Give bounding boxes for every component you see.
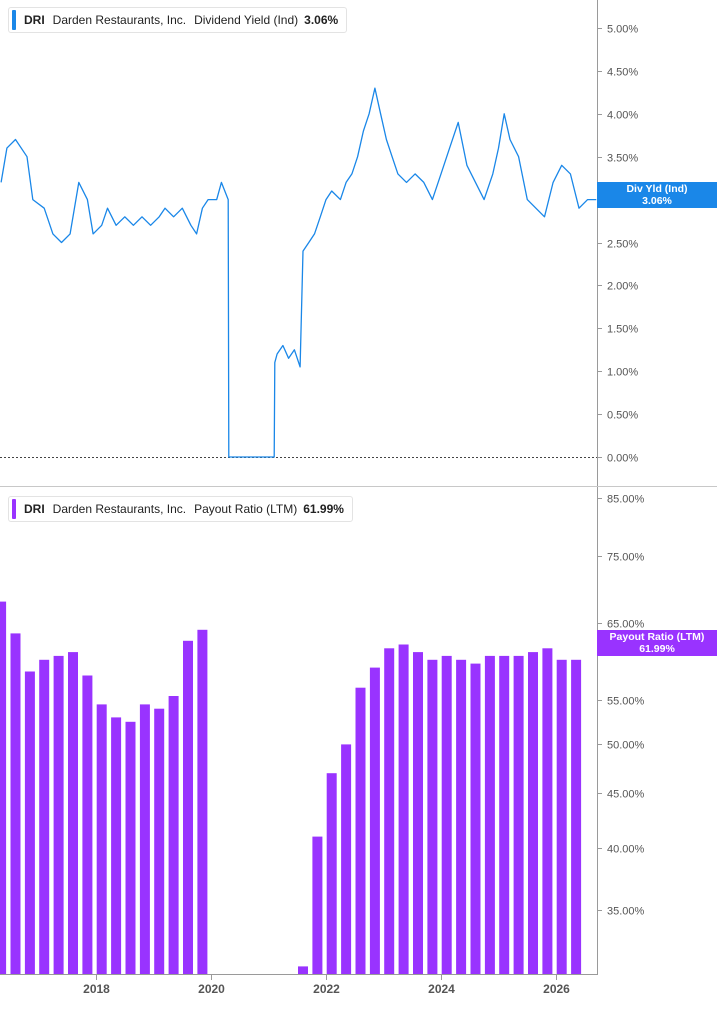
- top-y-tick-label: 2.50%: [607, 239, 638, 251]
- x-tick-label: 2024: [428, 982, 455, 996]
- top-value-tag: Div Yld (Ind) 3.06%: [597, 182, 717, 208]
- payout-ratio-bar: [398, 644, 409, 974]
- top-y-tick-label: 2.00%: [607, 281, 638, 293]
- payout-ratio-bar: [556, 659, 567, 974]
- x-tick-label: 2026: [543, 982, 570, 996]
- bottom-legend-value: 61.99%: [303, 502, 344, 516]
- payout-ratio-bar: [39, 659, 50, 974]
- dividend-yield-line: [0, 87, 597, 458]
- top-legend-ticker: DRI: [24, 13, 45, 27]
- bottom-legend: DRI Darden Restaurants, Inc. Payout Rati…: [8, 496, 353, 522]
- bottom-tag-label: Payout Ratio (LTM): [609, 631, 705, 643]
- top-y-tick-label: 5.00%: [607, 24, 638, 36]
- bottom-y-tick-label: 55.00%: [607, 696, 645, 708]
- top-legend: DRI Darden Restaurants, Inc. Dividend Yi…: [8, 7, 348, 33]
- bottom-y-tick-label: 65.00%: [607, 619, 645, 631]
- payout-ratio-bar: [326, 773, 337, 974]
- payout-ratio-bar: [168, 696, 179, 974]
- payout-ratio-bar: [542, 648, 553, 974]
- bottom-value-tag: Payout Ratio (LTM) 61.99%: [597, 630, 717, 656]
- payout-ratio-bar: [369, 667, 380, 974]
- top-y-tick-label: 0.50%: [607, 410, 638, 422]
- top-tag-value: 3.06%: [642, 195, 672, 207]
- bottom-legend-company: Darden Restaurants, Inc.: [52, 502, 187, 516]
- payout-ratio-bar: [528, 652, 538, 974]
- payout-ratio-bar: [68, 652, 78, 974]
- top-legend-company: Darden Restaurants, Inc.: [52, 13, 187, 27]
- payout-ratio-bar: [10, 633, 21, 974]
- payout-ratio-bar: [298, 966, 308, 974]
- top-legend-value: 3.06%: [304, 13, 339, 27]
- bottom-legend-ticker: DRI: [24, 502, 45, 516]
- payout-ratio-bar: [0, 601, 7, 974]
- x-tick-label: 2022: [313, 982, 340, 996]
- payout-ratio-bar: [183, 640, 193, 974]
- payout-ratio-bar: [470, 663, 481, 974]
- top-legend-metric: Dividend Yield (Ind): [194, 13, 299, 27]
- top-y-tick-label: 0.00%: [607, 453, 638, 465]
- top-y-tick-label: 1.50%: [607, 324, 638, 336]
- payout-ratio-bar: [154, 708, 165, 974]
- payout-ratio-bar: [341, 744, 352, 974]
- payout-ratio-bar: [139, 704, 150, 974]
- payout-ratio-bar: [96, 704, 107, 974]
- bottom-y-tick-label: 40.00%: [607, 844, 645, 856]
- bottom-legend-swatch: [12, 499, 16, 519]
- payout-ratio-bar: [484, 655, 495, 974]
- top-tag-label: Div Yld (Ind): [626, 183, 688, 195]
- payout-ratio-bar: [499, 655, 510, 974]
- top-y-tick-label: 4.50%: [607, 67, 638, 79]
- payout-ratio-bar: [384, 648, 395, 974]
- payout-ratio-bar: [571, 659, 582, 974]
- payout-ratio-bar: [456, 659, 467, 974]
- bottom-y-tick-label: 45.00%: [607, 789, 645, 801]
- payout-ratio-bar: [355, 687, 366, 974]
- payout-ratio-bar: [427, 659, 438, 974]
- payout-ratio-bar: [312, 836, 323, 974]
- payout-ratio-bar: [513, 655, 524, 974]
- top-y-tick-label: 3.50%: [607, 153, 638, 165]
- bottom-tag-value: 61.99%: [639, 643, 675, 655]
- payout-ratio-bar: [125, 721, 136, 974]
- bottom-legend-metric: Payout Ratio (LTM): [194, 502, 298, 516]
- payout-ratio-bar: [111, 717, 122, 974]
- x-tick-label: 2020: [198, 982, 225, 996]
- bottom-y-tick-label: 35.00%: [607, 906, 645, 918]
- bottom-y-tick-label: 85.00%: [607, 494, 645, 506]
- bottom-y-tick-label: 75.00%: [607, 552, 645, 564]
- payout-ratio-bar: [413, 652, 423, 974]
- top-y-tick-label: 1.00%: [607, 367, 638, 379]
- payout-ratio-bar: [82, 675, 93, 974]
- payout-ratio-bar: [197, 629, 208, 974]
- payout-ratio-bar: [53, 655, 64, 974]
- bottom-y-tick-label: 50.00%: [607, 740, 645, 752]
- x-tick-label: 2018: [83, 982, 110, 996]
- payout-ratio-bar: [24, 671, 35, 974]
- payout-ratio-bar: [441, 655, 452, 974]
- top-legend-swatch: [12, 10, 16, 30]
- top-y-tick-label: 4.00%: [607, 110, 638, 122]
